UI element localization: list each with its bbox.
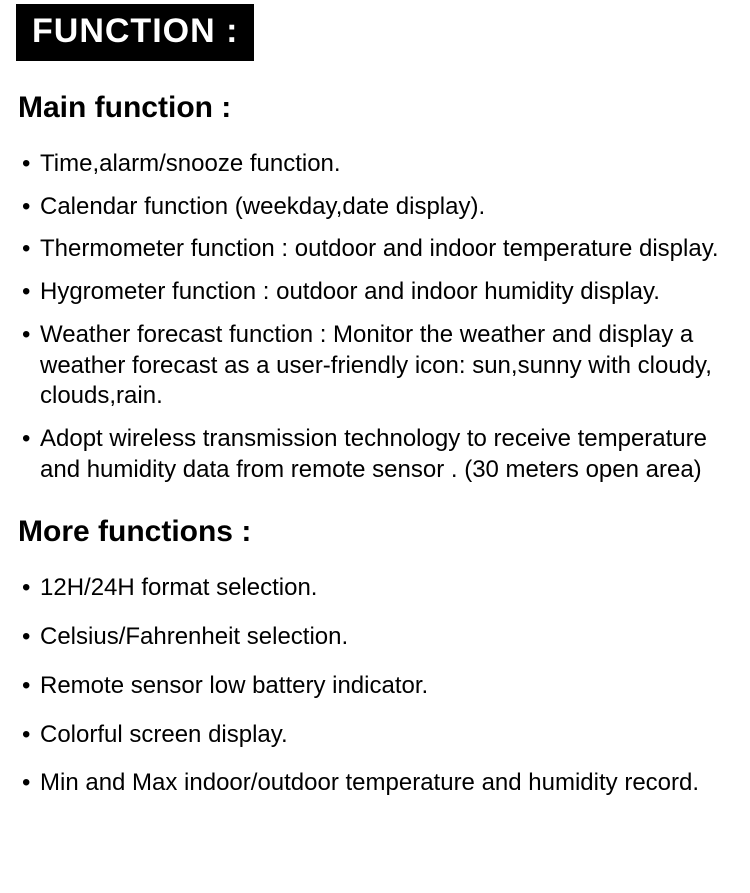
main-function-list: Time,alarm/snooze function. Calendar fun… [0, 149, 750, 485]
list-item: 12H/24H format selection. [22, 573, 726, 604]
list-item: Colorful screen display. [22, 720, 726, 751]
list-item: Thermometer function : outdoor and indoo… [22, 234, 726, 265]
list-item: Hygrometer function : outdoor and indoor… [22, 277, 726, 308]
list-item: Min and Max indoor/outdoor temperature a… [22, 768, 726, 799]
list-item: Weather forecast function : Monitor the … [22, 320, 726, 412]
list-item: Time,alarm/snooze function. [22, 149, 726, 180]
list-item: Remote sensor low battery indicator. [22, 671, 726, 702]
list-item: Adopt wireless transmission technology t… [22, 424, 726, 485]
list-item: Celsius/Fahrenheit selection. [22, 622, 726, 653]
list-item: Calendar function (weekday,date display)… [22, 192, 726, 223]
more-functions-title: More functions : [18, 515, 750, 549]
main-function-title: Main function : [18, 91, 750, 125]
more-functions-list: 12H/24H format selection. Celsius/Fahren… [0, 573, 750, 799]
header-badge: FUNCTION : [16, 4, 254, 61]
